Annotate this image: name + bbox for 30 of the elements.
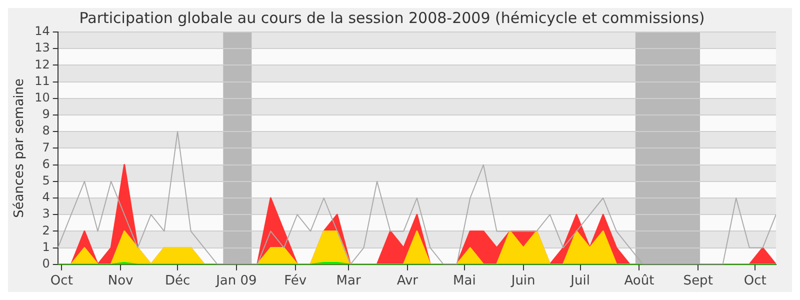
x-tick-label: Juil (570, 274, 590, 289)
y-tick-label: 4 (42, 190, 50, 204)
x-tick-label: Fév (284, 274, 307, 289)
y-axis-title: Séances par semaine (12, 78, 28, 218)
y-tick-label: 6 (42, 156, 50, 171)
x-tick-label: Nov (108, 274, 134, 289)
y-tick-label: 0 (42, 256, 50, 271)
x-tick-label: Déc (164, 274, 190, 289)
y-tick-label: 5 (42, 174, 50, 188)
y-tick-label: 12 (34, 57, 50, 72)
x-tick-label: Oct (50, 274, 73, 289)
y-tick-label: 9 (42, 107, 50, 122)
x-tick-label: Oct (744, 274, 766, 289)
y-tick-label: 8 (42, 124, 50, 138)
chart-title: Participation globale au cours de la session 2008-2009 (hémicycle et commissions) (79, 8, 705, 27)
y-tick-label: 1 (42, 240, 50, 254)
y-tick-label: 7 (42, 140, 50, 154)
x-tick-label: Août (624, 274, 654, 289)
x-tick-label: Avr (396, 274, 419, 289)
x-tick-label: Mai (453, 274, 476, 289)
y-tick-label: 10 (34, 90, 50, 105)
y-tick-label: 3 (42, 206, 50, 221)
x-tick-label: Sept (683, 274, 713, 289)
y-tick-label: 2 (42, 223, 50, 238)
y-tick-label: 11 (34, 74, 50, 88)
y-tick-label: 14 (34, 24, 50, 38)
y-tick-label: 13 (34, 40, 50, 55)
x-tick-label: Jan 09 (215, 274, 257, 289)
x-tick-label: Juin (510, 274, 536, 289)
x-tick-label: Mar (336, 274, 362, 289)
